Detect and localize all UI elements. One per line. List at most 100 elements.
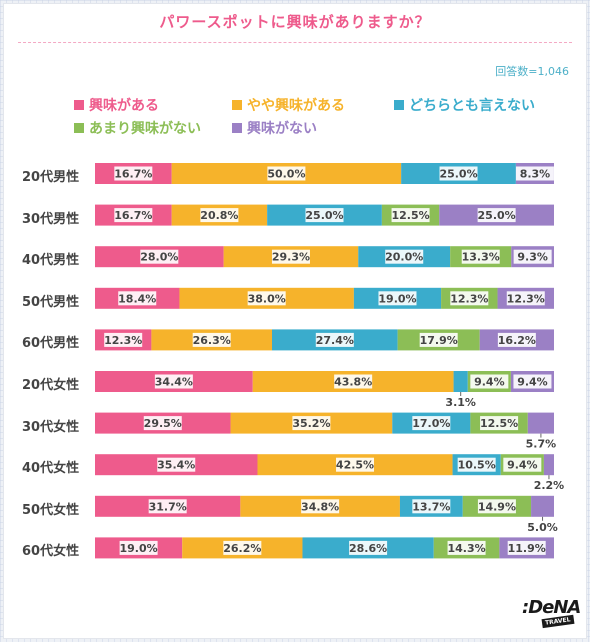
row-label: 30代男性 bbox=[22, 211, 80, 227]
data-label: 17.0% bbox=[412, 417, 450, 430]
data-label-bg bbox=[336, 457, 375, 472]
data-label: 26.2% bbox=[223, 542, 261, 555]
data-label: 13.3% bbox=[462, 251, 500, 264]
data-label-bg bbox=[385, 249, 424, 264]
data-label-bg bbox=[118, 291, 157, 306]
data-label: 38.0% bbox=[248, 292, 286, 305]
data-label-bg bbox=[506, 291, 545, 306]
respondent-count: 回答数=1,046 bbox=[495, 65, 569, 78]
data-label: 16.2% bbox=[498, 334, 536, 347]
data-label: 14.9% bbox=[478, 500, 516, 513]
data-label-bg bbox=[292, 416, 331, 431]
data-label: 12.5% bbox=[391, 209, 429, 222]
data-label-bg bbox=[515, 166, 554, 181]
data-label: 17.9% bbox=[420, 334, 458, 347]
data-label: 31.7% bbox=[149, 500, 187, 513]
data-label: 20.8% bbox=[200, 209, 238, 222]
data-label: 12.3% bbox=[104, 334, 142, 347]
data-label: 16.7% bbox=[114, 209, 152, 222]
data-label: 29.3% bbox=[272, 251, 310, 264]
row-label: 60代男性 bbox=[22, 336, 80, 352]
data-label: 14.3% bbox=[447, 542, 485, 555]
bar-segment bbox=[543, 454, 554, 476]
data-label-bg bbox=[461, 249, 500, 264]
data-label-bg bbox=[470, 374, 509, 389]
data-label-bg bbox=[148, 499, 187, 514]
data-label: 5.0% bbox=[527, 521, 558, 534]
legend-item-5: 興味がない bbox=[232, 118, 317, 138]
data-label: 8.3% bbox=[520, 168, 551, 181]
data-label: 9.4% bbox=[474, 376, 505, 389]
chart-title: パワースポットに興味がありますか？ bbox=[159, 13, 431, 31]
data-label: 28.0% bbox=[140, 251, 178, 264]
data-label: 2.2% bbox=[534, 479, 565, 492]
data-label: 9.4% bbox=[507, 459, 538, 472]
data-label-bg bbox=[503, 457, 542, 472]
data-label-bg bbox=[477, 499, 516, 514]
data-label-bg bbox=[114, 208, 153, 223]
data-label-bg bbox=[513, 374, 552, 389]
data-label: 9.4% bbox=[517, 376, 548, 389]
data-label: 25.0% bbox=[305, 209, 343, 222]
data-label: 35.4% bbox=[157, 459, 195, 472]
legend-item-4: あまり興味がない bbox=[74, 118, 201, 138]
legend-label: 興味がある bbox=[89, 98, 159, 114]
row-label: 60代女性 bbox=[22, 544, 80, 560]
data-label-bg bbox=[439, 166, 478, 181]
row-label: 50代女性 bbox=[22, 502, 80, 518]
data-label-bg bbox=[513, 249, 552, 264]
data-label-bg bbox=[143, 416, 182, 431]
data-label-bg bbox=[457, 457, 496, 472]
data-label: 11.9% bbox=[508, 542, 546, 555]
data-label-bg bbox=[154, 374, 193, 389]
data-label-bg bbox=[447, 540, 486, 555]
data-label: 10.5% bbox=[458, 459, 496, 472]
data-label: 27.4% bbox=[316, 334, 354, 347]
data-label: 20.0% bbox=[385, 251, 423, 264]
title-divider bbox=[18, 42, 572, 43]
data-label: 34.4% bbox=[155, 376, 193, 389]
legend-swatch bbox=[232, 100, 242, 110]
data-label: 9.3% bbox=[517, 251, 548, 264]
data-label-bg bbox=[140, 249, 179, 264]
data-label-bg bbox=[477, 208, 516, 223]
bar-segment bbox=[531, 495, 554, 517]
data-label: 3.1% bbox=[445, 396, 476, 409]
data-label: 13.7% bbox=[412, 500, 450, 513]
legend-swatch bbox=[74, 100, 84, 110]
row-label: 30代女性 bbox=[22, 419, 80, 435]
chart-card bbox=[3, 3, 587, 639]
bar-segment bbox=[453, 371, 468, 392]
data-label: 12.3% bbox=[507, 292, 545, 305]
row-label: 20代女性 bbox=[22, 378, 80, 393]
data-label-bg bbox=[192, 332, 231, 347]
data-label-bg bbox=[378, 291, 417, 306]
data-label-bg bbox=[334, 374, 373, 389]
data-label: 5.7% bbox=[526, 438, 557, 451]
data-label: 12.3% bbox=[450, 292, 488, 305]
data-label: 19.0% bbox=[378, 292, 416, 305]
data-label-bg bbox=[157, 457, 196, 472]
data-label: 28.6% bbox=[349, 542, 387, 555]
data-label-bg bbox=[391, 208, 430, 223]
data-label-bg bbox=[497, 332, 536, 347]
data-label-bg bbox=[480, 416, 519, 431]
dena-travel-logo: :DeNA TRAVEL bbox=[522, 597, 581, 629]
data-label: 12.5% bbox=[480, 417, 518, 430]
data-label: 19.0% bbox=[120, 542, 158, 555]
data-label: 42.5% bbox=[336, 459, 374, 472]
data-label-bg bbox=[301, 499, 340, 514]
row-label: 40代男性 bbox=[22, 253, 80, 269]
data-label-bg bbox=[271, 249, 310, 264]
logo-wordmark: :DeNA bbox=[522, 597, 581, 618]
data-label-bg bbox=[419, 332, 458, 347]
legend-label: やや興味がある bbox=[247, 98, 345, 114]
row-label: 50代男性 bbox=[22, 294, 80, 310]
legend-swatch bbox=[74, 123, 84, 133]
data-label: 18.4% bbox=[118, 292, 156, 305]
data-label-bg bbox=[507, 540, 546, 555]
legend-label: どちらとも言えない bbox=[409, 98, 535, 114]
legend-item-3: どちらとも言えない bbox=[394, 95, 535, 115]
data-label-bg bbox=[315, 332, 354, 347]
